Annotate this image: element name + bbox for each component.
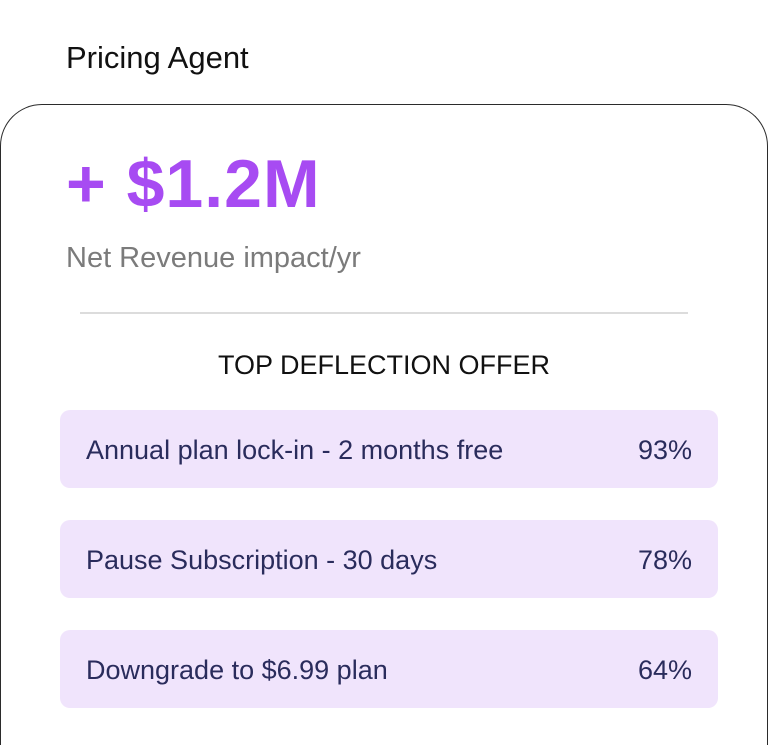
page-title: Pricing Agent: [66, 40, 249, 75]
offer-row: Downgrade to $6.99 plan 64%: [60, 630, 718, 708]
page: Pricing Agent + $1.2M Net Revenue impact…: [0, 40, 768, 745]
metric-label: Net Revenue impact/yr: [66, 242, 361, 274]
offer-row: Pause Subscription - 30 days 78%: [60, 520, 718, 598]
offer-rate: 64%: [637, 655, 692, 685]
offer-rate: 93%: [637, 435, 692, 465]
section-title: TOP DEFLECTION OFFER: [217, 350, 551, 380]
metric: + $1.2M: [66, 146, 321, 222]
offer-rate: 78%: [637, 545, 692, 575]
offer-label: Annual plan lock-in - 2 months free: [86, 435, 504, 465]
offer-row: Annual plan lock-in - 2 months free 93%: [60, 410, 718, 488]
divider: [80, 312, 688, 314]
offer-label: Downgrade to $6.99 plan: [86, 655, 388, 685]
offer-label: Pause Subscription - 30 days: [86, 545, 438, 575]
